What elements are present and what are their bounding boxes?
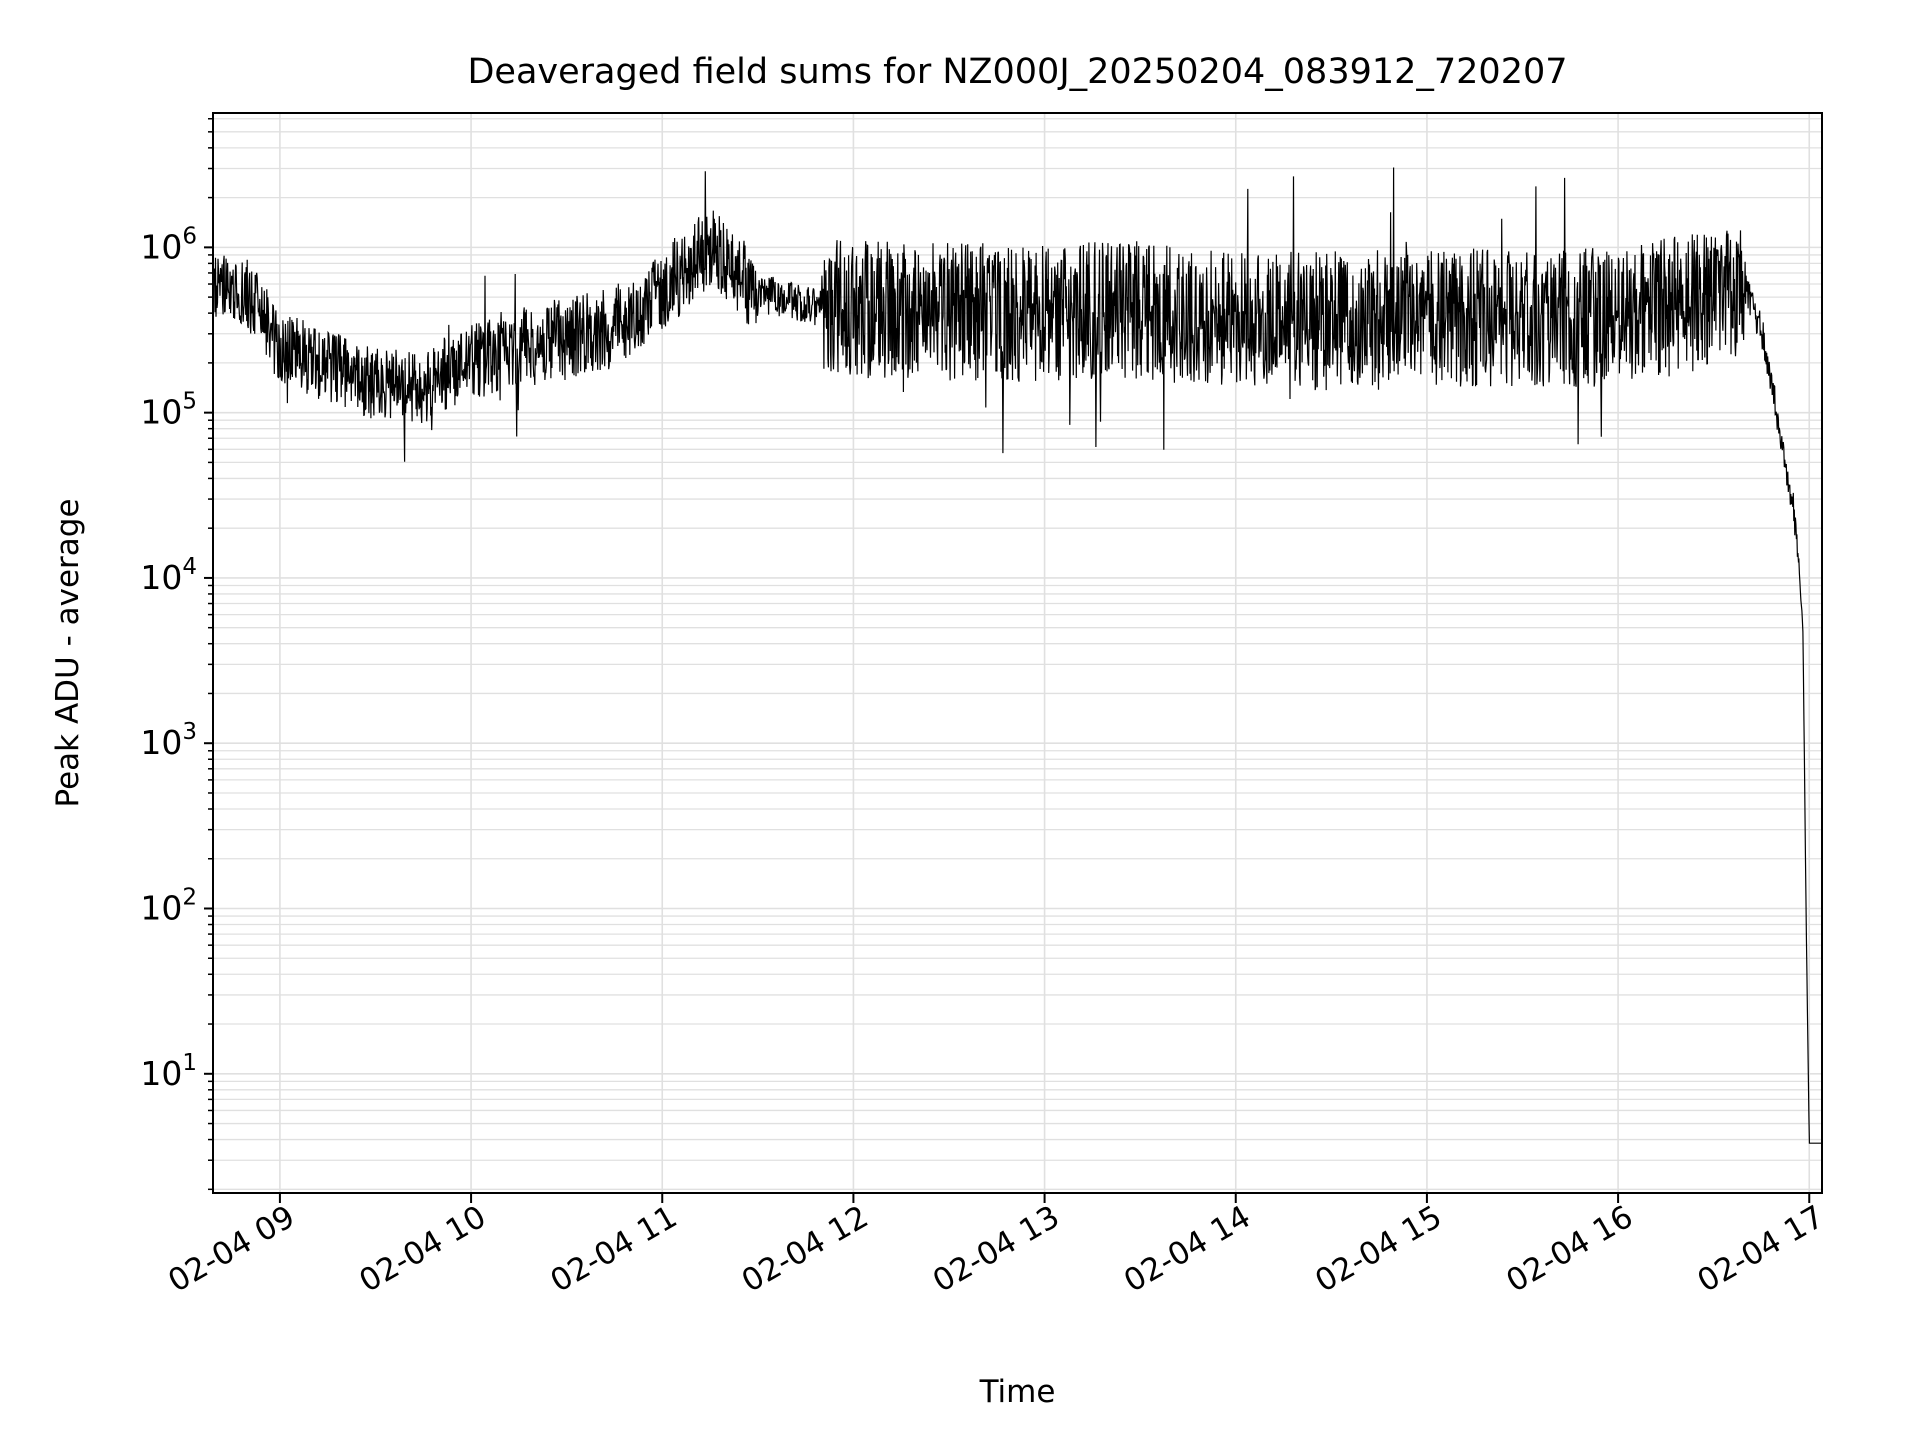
y-axis-label: Peak ADU - average [50, 498, 86, 807]
plot-frame [212, 112, 1823, 1194]
x-tick-label: 02-04 11 [545, 1199, 684, 1300]
y-tick-label: 105 [140, 389, 197, 432]
y-tick-label: 106 [140, 223, 197, 266]
x-tick-label: 02-04 09 [162, 1199, 301, 1300]
x-tick-label: 02-04 12 [736, 1199, 875, 1300]
y-tick-label: 102 [140, 885, 197, 928]
grid [213, 113, 1822, 1193]
series-line [212, 167, 1822, 1144]
x-tick-label: 02-04 16 [1500, 1199, 1639, 1300]
x-tick-label: 02-04 17 [1692, 1199, 1831, 1300]
x-tick-label: 02-04 14 [1118, 1199, 1257, 1300]
series-layer [212, 167, 1822, 1144]
y-tick-label: 101 [140, 1050, 197, 1093]
y-tick-label: 104 [140, 554, 197, 597]
y-tick-label: 103 [140, 719, 197, 762]
chart-title: Deaveraged field sums for NZ000J_2025020… [467, 52, 1567, 92]
x-tick-label: 02-04 15 [1309, 1199, 1448, 1300]
x-tick-label: 02-04 10 [353, 1199, 492, 1300]
x-axis-label: Time [979, 1374, 1056, 1410]
x-tick-label: 02-04 13 [927, 1199, 1066, 1300]
